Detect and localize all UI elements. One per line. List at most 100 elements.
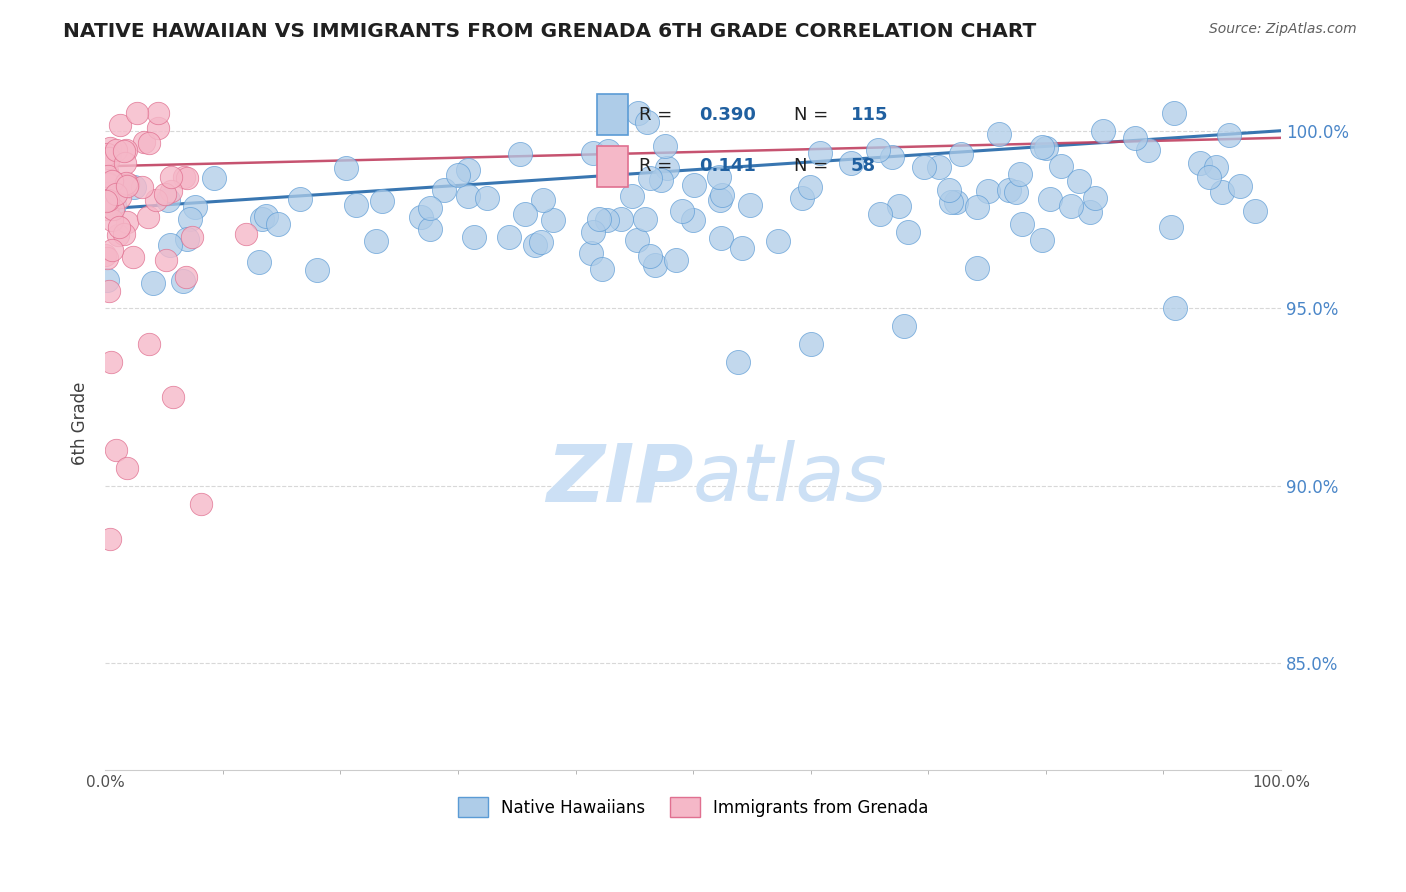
Point [541, 212, 564, 227]
Point [97, 151, 120, 165]
Point [727, 354, 749, 368]
Point [650, 173, 672, 187]
Point [638, 171, 661, 186]
Point [530, 235, 553, 249]
Point [683, 178, 706, 192]
Point [108, 118, 131, 132]
Point [419, 222, 441, 236]
Point [96, 273, 118, 287]
Point [1031, 140, 1053, 154]
Point [153, 187, 176, 202]
Point [897, 225, 920, 239]
Point [582, 225, 605, 239]
Point [591, 261, 613, 276]
Point [108, 219, 131, 234]
Point [96, 202, 118, 217]
Point [159, 184, 181, 198]
Point [156, 193, 179, 207]
Point [1069, 174, 1091, 188]
Point [145, 194, 167, 208]
Point [790, 191, 813, 205]
Point [1229, 179, 1251, 194]
Point [115, 214, 138, 228]
Point [498, 229, 520, 244]
Point [1060, 199, 1083, 213]
Point [103, 202, 125, 217]
Point [138, 336, 160, 351]
Point [457, 188, 479, 202]
Point [799, 179, 821, 194]
Text: NATIVE HAWAIIAN VS IMMIGRANTS FROM GRENADA 6TH GRADE CORRELATION CHART: NATIVE HAWAIIAN VS IMMIGRANTS FROM GRENA… [63, 22, 1036, 41]
Point [136, 210, 159, 224]
Legend: Native Hawaiians, Immigrants from Grenada: Native Hawaiians, Immigrants from Grenad… [451, 790, 935, 824]
Point [912, 161, 935, 175]
Point [808, 146, 831, 161]
Point [710, 231, 733, 245]
Text: ZIP: ZIP [546, 440, 693, 518]
Point [463, 229, 485, 244]
Point [531, 194, 554, 208]
Text: Source: ZipAtlas.com: Source: ZipAtlas.com [1209, 22, 1357, 37]
Point [115, 143, 138, 157]
Point [117, 461, 139, 475]
Point [97, 177, 120, 191]
Point [1123, 131, 1146, 145]
Point [174, 270, 197, 285]
Point [172, 274, 194, 288]
Point [596, 145, 619, 159]
Y-axis label: 6th Grade: 6th Grade [72, 382, 89, 466]
Point [101, 243, 124, 257]
Point [665, 252, 688, 267]
Point [509, 147, 531, 161]
Point [344, 198, 367, 212]
Point [1205, 160, 1227, 174]
Point [103, 198, 125, 212]
Point [127, 106, 149, 120]
Point [138, 136, 160, 151]
Point [146, 120, 169, 135]
Point [97, 178, 120, 192]
Point [96, 194, 118, 208]
Point [638, 249, 661, 263]
Point [124, 180, 146, 194]
Point [1011, 217, 1033, 231]
Point [939, 194, 962, 209]
Point [1218, 128, 1240, 142]
Point [1244, 204, 1267, 219]
Point [738, 197, 761, 211]
Point [100, 174, 122, 188]
Point [409, 210, 432, 224]
Point [671, 203, 693, 218]
Point [162, 390, 184, 404]
Point [98, 284, 121, 298]
Point [254, 210, 277, 224]
Point [731, 241, 754, 255]
Point [966, 260, 988, 275]
Point [132, 135, 155, 149]
Point [928, 160, 950, 174]
Point [94, 248, 117, 262]
Point [1163, 106, 1185, 120]
Point [112, 144, 135, 158]
Point [117, 178, 139, 192]
Point [101, 213, 124, 227]
Point [179, 211, 201, 226]
Point [1050, 159, 1073, 173]
Point [159, 238, 181, 252]
Point [447, 169, 470, 183]
Point [1211, 185, 1233, 199]
Point [181, 230, 204, 244]
Point [184, 200, 207, 214]
Point [998, 183, 1021, 197]
Point [654, 139, 676, 153]
Point [335, 161, 357, 176]
Point [173, 170, 195, 185]
Point [609, 211, 631, 226]
Point [160, 170, 183, 185]
Point [419, 201, 441, 215]
Point [588, 211, 610, 226]
Point [595, 213, 617, 227]
Point [710, 188, 733, 202]
Point [1084, 191, 1107, 205]
Point [644, 259, 666, 273]
